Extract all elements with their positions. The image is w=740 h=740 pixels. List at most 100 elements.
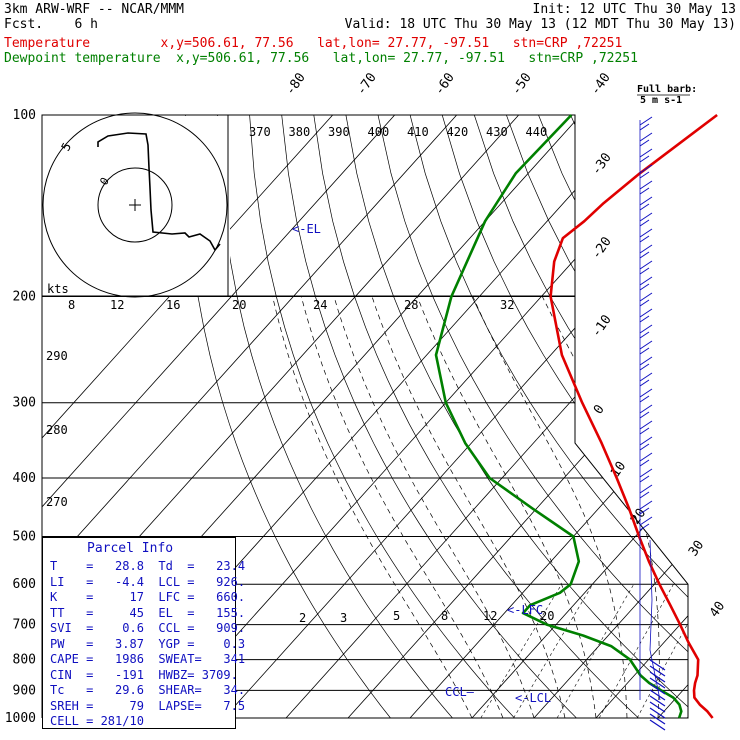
wind-barb: [639, 180, 653, 190]
wind-barb: [639, 132, 653, 142]
fcst-value: 6 h: [74, 17, 98, 32]
wind-barb: [639, 347, 650, 355]
wind-barb: [639, 171, 650, 179]
moist-adiabat-line: [541, 296, 660, 718]
wind-scale-label: 28: [404, 298, 418, 312]
dewpoint-legend: Dewpoint temperature x,y=506.61, 77.56 l…: [4, 51, 638, 66]
dry-adiabat-line: [602, 115, 688, 718]
wind-scale-label: 16: [166, 298, 180, 312]
mixing-ratio-line: [556, 584, 635, 718]
dry-adiabat-line: [377, 115, 688, 718]
parcel-info-left-value: CAPE = 1986: [50, 652, 144, 666]
dry-adiabat-line: [666, 115, 688, 718]
parcel-info-right-value: Td = 23.4: [143, 559, 246, 573]
wind-barb: [649, 677, 666, 689]
pressure-tick-label: 500: [13, 529, 36, 544]
theta-label: 430: [486, 125, 508, 139]
parcel-info-row: K = 17 LFC = 660.: [50, 591, 245, 604]
dry-adiabat-line: [506, 115, 688, 718]
isotherm-line: [42, 115, 395, 718]
parcel-info-right-value: EL = 155.: [143, 605, 246, 620]
isotherm-line: [533, 115, 688, 718]
wind-barb: [639, 283, 650, 291]
isotherm-label: -50: [509, 70, 535, 98]
wind-barb: [639, 276, 653, 286]
parcel-info-row: CAPE = 1986 SWEAT= 341: [50, 653, 245, 666]
wind-barb: [639, 491, 650, 499]
forecast-hour: Fcst. 6 h: [4, 17, 98, 32]
parcel-info-right-value: HWBZ= 3709.: [143, 667, 238, 682]
wind-scale-label: 8: [68, 298, 75, 312]
level-marker: CCL—: [445, 685, 475, 699]
wind-barb: [639, 260, 653, 270]
wind-barb: [639, 155, 650, 163]
isotherm-label: -10: [589, 312, 615, 340]
model-title: 3km ARW-WRF -- NCAR/MMM: [4, 2, 185, 17]
isotherm-label: -80: [283, 70, 309, 98]
mixing-ratio-label: 8: [441, 609, 448, 623]
parcel-info-row: CELL = 281/10: [50, 715, 144, 728]
theta-label: 270: [46, 495, 68, 509]
wind-barb: [639, 308, 653, 318]
init-time: Init: 12 UTC Thu 30 May 13: [532, 2, 737, 17]
dry-adiabat-line: [249, 115, 527, 718]
wind-scale-label: 24: [313, 298, 327, 312]
isotherm-label: 10: [608, 459, 629, 480]
parcel-info-row: TT = 45 EL = 155.: [50, 605, 246, 620]
theta-label: 420: [447, 125, 469, 139]
wind-barb: [639, 500, 653, 510]
hodograph-ring: [97, 167, 173, 243]
dry-adiabat-line: [217, 115, 464, 718]
dry-adiabat-line: [185, 115, 402, 718]
level-marker: <-EL: [292, 222, 321, 236]
moist-adiabat-line: [371, 296, 566, 718]
wind-barb: [639, 267, 650, 275]
mixing-ratio-label: 2: [299, 611, 306, 625]
moist-adiabat-line: [333, 296, 535, 718]
parcel-info-left-value: T = 28.8: [50, 559, 144, 573]
wind-legend-line1: Full barb:: [637, 84, 697, 95]
parcel-info-row: LI = -4.4 LCL = 926.: [50, 575, 245, 589]
theta-label: 380: [289, 125, 311, 139]
theta-label: 390: [328, 125, 350, 139]
dry-adiabat-line: [345, 115, 688, 718]
wind-barb: [639, 315, 650, 323]
wind-barb: [639, 148, 653, 158]
wind-scale-label: 32: [500, 298, 514, 312]
pressure-tick-label: 1000: [5, 711, 36, 726]
dry-adiabat-line: [281, 115, 590, 718]
wind-barb: [639, 388, 653, 398]
wind-barb: [639, 379, 650, 387]
wind-scale-label: 12: [110, 298, 124, 312]
isotherm-line: [42, 115, 457, 718]
moist-adiabat-line: [300, 296, 504, 718]
dry-adiabat-line: [731, 115, 740, 731]
pressure-tick-label: 300: [13, 396, 36, 411]
wind-barb: [639, 475, 650, 483]
wind-barb: [649, 713, 666, 725]
isotherm-line: [720, 115, 740, 718]
theta-label: 370: [249, 125, 271, 139]
wind-barb: [649, 719, 666, 731]
theta-label: 440: [526, 125, 548, 139]
mixing-ratio-label: 12: [483, 609, 497, 623]
isotherm-line: [471, 115, 688, 718]
parcel-info-row: T = 28.8 Td = 23.4: [50, 560, 245, 573]
wind-barb: [639, 340, 653, 350]
wind-barb: [639, 436, 653, 446]
mixing-ratio-label: 20: [540, 609, 554, 623]
isotherm-label: 40: [707, 599, 728, 620]
dry-adiabat-line: [538, 115, 688, 718]
wind-barb: [639, 187, 650, 195]
wind-barb: [639, 116, 653, 126]
wind-barb: [639, 324, 653, 334]
wind-barb: [639, 523, 650, 531]
dry-adiabat-line: [570, 115, 688, 718]
isotherm-line: [657, 115, 688, 718]
parcel-info-right-value: SWEAT= 341: [143, 652, 246, 666]
wind-scale-label: 20: [232, 298, 246, 312]
parcel-info-row: Tc = 29.6 SHEAR= 34.: [50, 684, 245, 697]
parcel-info-left-value: K = 17: [50, 590, 144, 604]
parcel-info-row: CIN = -191 HWBZ= 3709.: [50, 667, 238, 682]
isotherm-line: [285, 115, 688, 718]
